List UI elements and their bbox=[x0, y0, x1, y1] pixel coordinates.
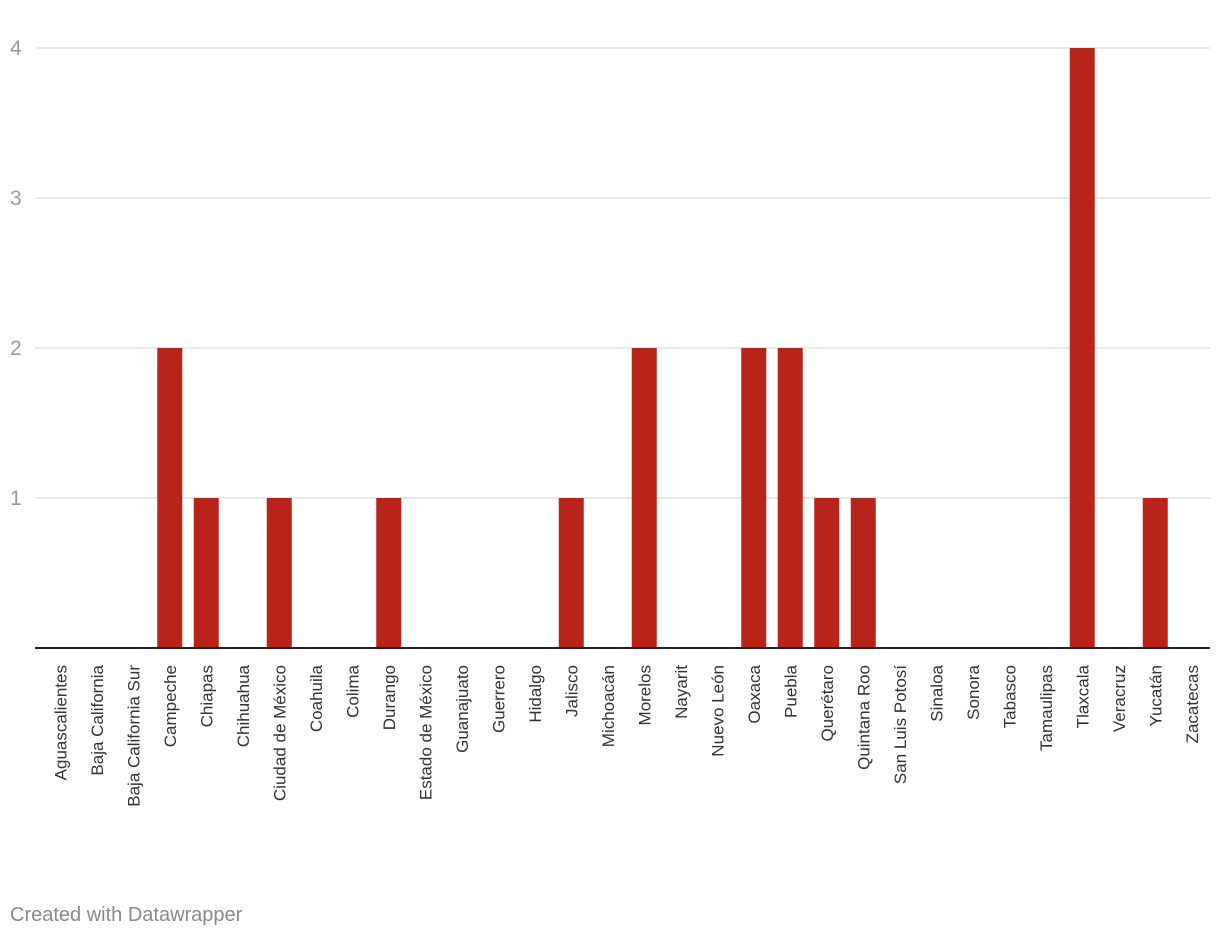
x-category-label: Puebla bbox=[781, 664, 800, 717]
y-tick-label: 1 bbox=[10, 487, 22, 510]
bar-morelos[interactable] bbox=[631, 348, 657, 648]
x-category-label: Tamaulipas bbox=[1037, 665, 1056, 751]
bar-jalisco[interactable] bbox=[558, 498, 584, 648]
bar-ciudad-de-méxico[interactable] bbox=[266, 498, 292, 648]
bar-querétaro[interactable] bbox=[814, 498, 840, 648]
y-axis-tick-labels: 1 2 3 4 bbox=[10, 37, 22, 510]
x-category-label: Aguascalientes bbox=[51, 665, 70, 780]
x-category-label: Quintana Roo bbox=[854, 665, 873, 770]
y-tick-label: 3 bbox=[10, 187, 22, 210]
y-tick-label: 2 bbox=[10, 337, 22, 360]
x-category-label: Morelos bbox=[635, 665, 654, 725]
x-category-label: Oaxaca bbox=[745, 664, 764, 723]
bar-puebla[interactable] bbox=[777, 348, 803, 648]
x-axis-category-labels: Aguascalientes Baja California Baja Califo… bbox=[51, 664, 1202, 806]
x-category-label: Nayarit bbox=[672, 665, 691, 719]
x-category-label: Coahuila bbox=[307, 664, 326, 732]
x-category-label: Veracruz bbox=[1110, 665, 1129, 732]
x-category-label: Durango bbox=[380, 665, 399, 730]
bar-chart: 1 2 3 4 Aguascalientes Baja California Baja C… bbox=[10, 37, 1210, 807]
x-category-label: Jalisco bbox=[562, 665, 581, 717]
x-category-label: Ciudad de México bbox=[270, 665, 289, 801]
bar-quintana-roo[interactable] bbox=[850, 498, 876, 648]
x-category-label: Baja California bbox=[88, 664, 107, 775]
x-category-label: Chiapas bbox=[197, 665, 216, 727]
x-category-label: Sonora bbox=[964, 664, 983, 719]
y-tick-label: 4 bbox=[10, 37, 22, 60]
bar-campeche[interactable] bbox=[157, 348, 183, 648]
gridlines bbox=[35, 47, 1210, 499]
x-category-label: Nuevo León bbox=[708, 665, 727, 757]
x-category-label: Estado de México bbox=[416, 665, 435, 800]
x-category-label: Campeche bbox=[161, 665, 180, 747]
x-category-label: Guerrero bbox=[489, 665, 508, 733]
x-category-label: Yucatán bbox=[1146, 665, 1165, 726]
bar-oaxaca[interactable] bbox=[741, 348, 767, 648]
bars bbox=[157, 48, 1168, 648]
x-category-label: Hidalgo bbox=[526, 665, 545, 723]
datawrapper-credit[interactable]: Created with Datawrapper bbox=[10, 904, 243, 926]
x-category-label: Colima bbox=[343, 664, 362, 717]
x-category-label: Querétaro bbox=[818, 665, 837, 742]
x-category-label: Tabasco bbox=[1000, 665, 1019, 728]
x-category-label: Baja California Sur bbox=[124, 665, 143, 807]
x-category-label: Sinaloa bbox=[927, 664, 946, 721]
x-category-label: Tlaxcala bbox=[1073, 664, 1092, 728]
x-category-label: San Luis Potosí bbox=[891, 665, 910, 784]
x-category-label: Zacatecas bbox=[1183, 665, 1202, 743]
bar-yucatán[interactable] bbox=[1142, 498, 1168, 648]
bar-tlaxcala[interactable] bbox=[1069, 48, 1095, 648]
bar-durango[interactable] bbox=[376, 498, 402, 648]
bar-chiapas[interactable] bbox=[193, 498, 219, 648]
x-category-label: Chihuahua bbox=[234, 664, 253, 747]
x-category-label: Michoacán bbox=[599, 665, 618, 747]
x-category-label: Guanajuato bbox=[453, 665, 472, 753]
